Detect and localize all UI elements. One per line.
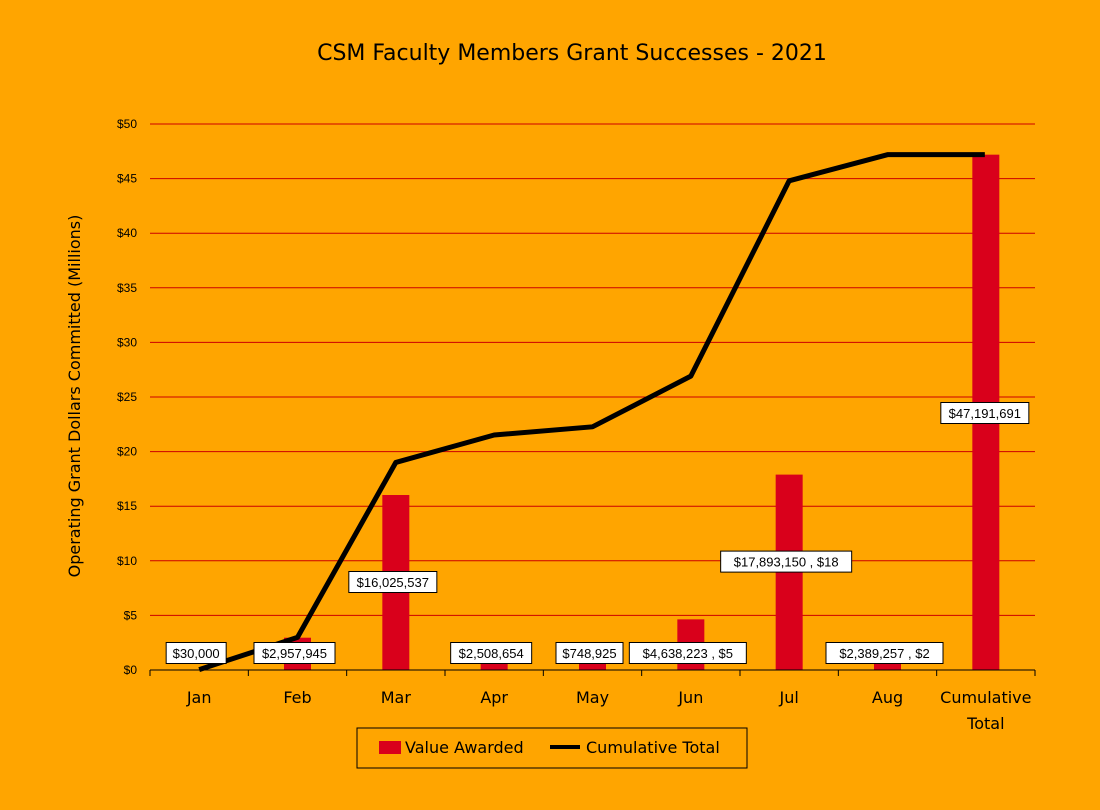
bar-series xyxy=(185,154,1000,670)
y-tick-label: $50 xyxy=(117,117,137,131)
x-tick-label: Feb xyxy=(283,688,311,707)
x-tick-label: Cumulative xyxy=(940,688,1031,707)
data-label-box xyxy=(720,550,853,573)
legend-swatch-value-awarded xyxy=(379,741,401,754)
y-tick-label: $10 xyxy=(117,554,137,568)
data-label-box xyxy=(555,642,624,664)
y-axis-label: Operating Grant Dollars Committed (Milli… xyxy=(65,215,84,578)
data-label: $16,025,537 xyxy=(348,571,438,594)
x-tick-label: Apr xyxy=(480,688,508,707)
x-tick-label: Mar xyxy=(381,688,412,707)
y-tick-label: $45 xyxy=(117,172,137,186)
data-label: $17,893,150 , $18 xyxy=(720,550,853,573)
data-label-box xyxy=(450,642,533,664)
bar xyxy=(579,661,606,670)
y-tick-label: $35 xyxy=(117,281,137,295)
data-label-text: $4,638,223 , $5 xyxy=(643,646,733,661)
y-tick-label: $30 xyxy=(117,335,137,349)
legend-label-value-awarded: Value Awarded xyxy=(405,738,524,757)
data-label-box xyxy=(253,642,336,664)
data-label-text: $2,508,654 xyxy=(459,646,524,661)
y-tick-label: $5 xyxy=(124,608,138,622)
data-label: $47,191,691 xyxy=(940,402,1030,424)
data-label-text: $2,389,257 , $2 xyxy=(839,646,929,661)
x-axis xyxy=(149,669,1036,676)
cumulative-total-line xyxy=(198,152,985,673)
x-tick-label: May xyxy=(576,688,609,707)
data-label-box xyxy=(825,642,944,664)
x-tick-label: Total xyxy=(966,714,1004,733)
data-label-box xyxy=(348,571,438,594)
data-label: $4,638,223 , $5 xyxy=(628,642,747,664)
data-label-text: $17,893,150 , $18 xyxy=(734,555,839,570)
gridlines xyxy=(150,123,1035,616)
y-tick-label: $15 xyxy=(117,499,137,513)
x-tick-label: Jan xyxy=(186,688,212,707)
legend-label-cumulative-total: Cumulative Total xyxy=(586,738,720,757)
x-tick-label: Jul xyxy=(779,688,799,707)
line-series xyxy=(198,152,985,673)
y-axis-ticks: $0 $5 $10 $15 $20 $25 $30 $35 $40 $45 $50 xyxy=(117,117,137,677)
x-tick-label: Jun xyxy=(677,688,703,707)
data-label: $748,925 xyxy=(555,642,624,664)
y-tick-label: $25 xyxy=(117,390,137,404)
data-label-text: $2,957,945 xyxy=(262,646,327,661)
data-label-text: $748,925 xyxy=(562,646,616,661)
data-label-box xyxy=(165,642,227,664)
data-label: $2,508,654 xyxy=(450,642,533,664)
y-tick-label: $0 xyxy=(124,663,138,677)
data-label-box xyxy=(628,642,747,664)
legend: Value Awarded Cumulative Total xyxy=(356,727,748,769)
data-label-text: $30,000 xyxy=(173,646,220,661)
legend-box xyxy=(356,727,748,769)
data-labels: $30,000 $2,957,945 $16,025,537 $2,508,654 $7… xyxy=(165,402,1030,664)
chart-title: CSM Faculty Members Grant Successes - 20… xyxy=(317,41,827,66)
y-tick-label: $40 xyxy=(117,226,137,240)
data-label-text: $47,191,691 xyxy=(949,406,1021,421)
x-tick-label: Aug xyxy=(872,688,903,707)
data-label: $2,389,257 , $2 xyxy=(825,642,944,664)
data-label: $2,957,945 xyxy=(253,642,336,664)
y-tick-label: $20 xyxy=(117,445,137,459)
x-axis-ticks: Jan Feb Mar Apr May Jun Jul Aug Cumulative Total xyxy=(186,688,1032,733)
data-label-box xyxy=(940,402,1030,424)
data-label-text: $16,025,537 xyxy=(357,575,429,590)
data-label: $30,000 xyxy=(165,642,227,664)
